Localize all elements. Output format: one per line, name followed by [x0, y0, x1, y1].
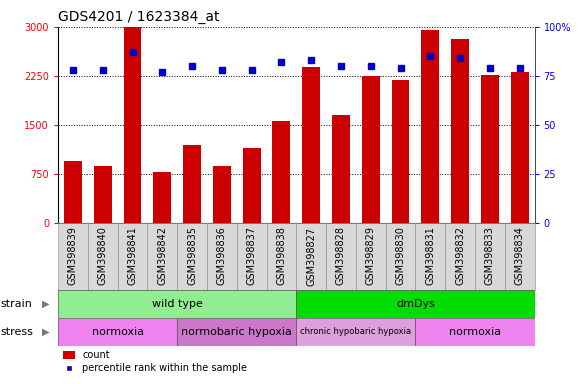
Bar — [88, 223, 117, 290]
Bar — [153, 172, 171, 223]
Text: GSM398840: GSM398840 — [98, 227, 107, 285]
Text: GSM398832: GSM398832 — [455, 227, 465, 285]
Bar — [445, 223, 475, 290]
Bar — [415, 318, 535, 346]
Bar — [481, 74, 498, 223]
Bar — [177, 223, 207, 290]
Text: GSM398831: GSM398831 — [425, 227, 435, 285]
Bar — [326, 223, 356, 290]
Text: GSM398838: GSM398838 — [277, 227, 286, 285]
Bar — [505, 223, 535, 290]
Text: wild type: wild type — [152, 299, 203, 309]
Bar — [272, 121, 290, 223]
Text: stress: stress — [0, 327, 33, 337]
Legend: count, percentile rank within the sample: count, percentile rank within the sample — [63, 351, 248, 373]
Text: normobaric hypoxia: normobaric hypoxia — [181, 327, 292, 337]
Text: GSM398827: GSM398827 — [306, 227, 316, 286]
Bar — [451, 39, 469, 223]
Bar — [421, 30, 439, 223]
Bar — [386, 223, 415, 290]
Bar — [243, 148, 260, 223]
Bar — [207, 223, 237, 290]
Bar — [117, 223, 148, 290]
Bar — [124, 27, 141, 223]
Bar — [267, 223, 296, 290]
Bar — [148, 223, 177, 290]
Bar — [356, 223, 386, 290]
Bar — [296, 223, 326, 290]
Bar — [58, 318, 177, 346]
Text: normoxia: normoxia — [449, 327, 501, 337]
Bar — [237, 223, 267, 290]
Bar — [58, 290, 296, 318]
Bar — [296, 318, 415, 346]
Text: dmDys: dmDys — [396, 299, 435, 309]
Bar — [362, 76, 379, 223]
Text: normoxia: normoxia — [92, 327, 144, 337]
Text: GSM398841: GSM398841 — [128, 227, 138, 285]
Text: strain: strain — [0, 299, 32, 309]
Text: ▶: ▶ — [42, 299, 49, 309]
Text: GSM398842: GSM398842 — [157, 227, 167, 285]
Bar — [511, 72, 529, 223]
Text: chronic hypobaric hypoxia: chronic hypobaric hypoxia — [300, 327, 411, 336]
Text: ▶: ▶ — [42, 327, 49, 337]
Text: GSM398833: GSM398833 — [485, 227, 495, 285]
Text: GSM398834: GSM398834 — [515, 227, 525, 285]
Text: GSM398828: GSM398828 — [336, 227, 346, 285]
Bar — [296, 290, 535, 318]
Bar — [213, 166, 231, 223]
Text: GDS4201 / 1623384_at: GDS4201 / 1623384_at — [58, 10, 220, 25]
Bar — [94, 166, 112, 223]
Text: GSM398830: GSM398830 — [396, 227, 406, 285]
Text: GSM398836: GSM398836 — [217, 227, 227, 285]
Text: GSM398829: GSM398829 — [366, 227, 376, 285]
Text: GSM398835: GSM398835 — [187, 227, 197, 285]
Bar — [392, 80, 410, 223]
Bar — [302, 68, 320, 223]
Bar — [475, 223, 505, 290]
Bar — [58, 223, 88, 290]
Text: GSM398837: GSM398837 — [247, 227, 257, 285]
Text: GSM398839: GSM398839 — [68, 227, 78, 285]
Bar — [183, 145, 201, 223]
Bar — [64, 161, 82, 223]
Bar — [332, 115, 350, 223]
Bar — [415, 223, 445, 290]
Bar — [177, 318, 296, 346]
